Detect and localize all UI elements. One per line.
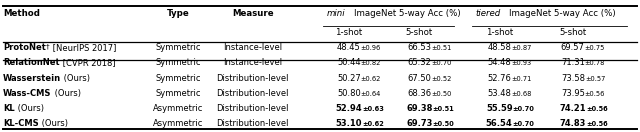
- Text: [CVPR 2018]: [CVPR 2018]: [60, 58, 115, 67]
- Text: 5-shot: 5-shot: [559, 28, 586, 37]
- Text: 1-shot: 1-shot: [486, 28, 513, 37]
- Text: 48.58: 48.58: [487, 43, 511, 52]
- Text: Instance-level: Instance-level: [223, 43, 282, 52]
- Text: 53.48: 53.48: [487, 89, 511, 98]
- Text: (Ours): (Ours): [39, 119, 68, 128]
- Text: †: †: [46, 43, 50, 49]
- Text: KL: KL: [3, 104, 15, 113]
- Text: Symmetric: Symmetric: [155, 58, 201, 67]
- Text: 73.58: 73.58: [561, 74, 585, 83]
- Text: Symmetric: Symmetric: [155, 89, 201, 98]
- Text: Wasserstein: Wasserstein: [3, 74, 61, 83]
- Text: 50.27: 50.27: [337, 74, 361, 83]
- Text: Measure: Measure: [232, 10, 274, 18]
- Text: ±0.51: ±0.51: [431, 45, 451, 51]
- Text: ±0.78: ±0.78: [585, 60, 605, 66]
- Text: ImageNet 5-way Acc (%): ImageNet 5-way Acc (%): [354, 10, 461, 18]
- Text: Instance-level: Instance-level: [223, 58, 282, 67]
- Text: ±0.50: ±0.50: [433, 121, 454, 127]
- Text: ±0.70: ±0.70: [431, 60, 451, 66]
- Text: KL-CMS: KL-CMS: [3, 119, 39, 128]
- Text: ±0.56: ±0.56: [585, 91, 605, 97]
- Text: 55.59: 55.59: [486, 104, 513, 113]
- Text: ±0.56: ±0.56: [586, 106, 608, 112]
- Text: 56.54: 56.54: [486, 119, 513, 128]
- Text: Asymmetric: Asymmetric: [153, 104, 203, 113]
- Text: ±0.63: ±0.63: [362, 106, 384, 112]
- Text: ±0.68: ±0.68: [511, 91, 531, 97]
- Text: ProtoNet: ProtoNet: [3, 43, 46, 52]
- Text: Wass-CMS: Wass-CMS: [3, 89, 52, 98]
- Text: tiered: tiered: [476, 10, 500, 18]
- Text: ±0.93: ±0.93: [511, 60, 531, 66]
- Text: ±0.87: ±0.87: [511, 45, 531, 51]
- Text: Distribution-level: Distribution-level: [216, 89, 289, 98]
- Text: ±0.96: ±0.96: [361, 45, 381, 51]
- Text: RelationNet: RelationNet: [3, 58, 60, 67]
- Text: 73.95: 73.95: [561, 89, 585, 98]
- Text: ImageNet 5-way Acc (%): ImageNet 5-way Acc (%): [509, 10, 616, 18]
- Text: ±0.62: ±0.62: [361, 76, 381, 82]
- Text: ±0.70: ±0.70: [513, 106, 534, 112]
- Text: (Ours): (Ours): [15, 104, 44, 113]
- Text: (Ours): (Ours): [52, 89, 81, 98]
- Text: 69.73: 69.73: [406, 119, 433, 128]
- Text: 74.21: 74.21: [559, 104, 586, 113]
- Text: 54.48: 54.48: [487, 58, 511, 67]
- Text: ±0.52: ±0.52: [431, 76, 451, 82]
- Text: 71.31: 71.31: [561, 58, 585, 67]
- Text: mini: mini: [326, 10, 345, 18]
- Text: ±0.51: ±0.51: [433, 106, 454, 112]
- Text: 53.10: 53.10: [335, 119, 362, 128]
- Text: 50.44: 50.44: [337, 58, 360, 67]
- Text: Distribution-level: Distribution-level: [216, 119, 289, 128]
- Text: Symmetric: Symmetric: [155, 43, 201, 52]
- Text: 5-shot: 5-shot: [406, 28, 433, 37]
- Text: 65.32: 65.32: [407, 58, 431, 67]
- Text: Distribution-level: Distribution-level: [216, 74, 289, 83]
- Text: [NeurIPS 2017]: [NeurIPS 2017]: [50, 43, 116, 52]
- Text: 50.80: 50.80: [337, 89, 361, 98]
- Text: ±0.62: ±0.62: [362, 121, 384, 127]
- Text: Symmetric: Symmetric: [155, 74, 201, 83]
- Text: ±0.56: ±0.56: [586, 121, 608, 127]
- Text: 66.53: 66.53: [407, 43, 431, 52]
- Text: Type: Type: [166, 10, 189, 18]
- Text: 74.83: 74.83: [559, 119, 586, 128]
- Text: 67.50: 67.50: [407, 74, 431, 83]
- Text: ±0.75: ±0.75: [585, 45, 605, 51]
- Text: 1-shot: 1-shot: [335, 28, 362, 37]
- Text: (Ours): (Ours): [61, 74, 90, 83]
- Text: ±0.57: ±0.57: [585, 76, 605, 82]
- Text: 48.45: 48.45: [337, 43, 361, 52]
- Text: 52.76: 52.76: [487, 74, 511, 83]
- Text: 69.57: 69.57: [561, 43, 585, 52]
- Text: ±0.71: ±0.71: [511, 76, 531, 82]
- Text: ±0.82: ±0.82: [360, 60, 381, 66]
- Text: ±0.70: ±0.70: [513, 121, 534, 127]
- Text: ±0.50: ±0.50: [431, 91, 452, 97]
- Text: 52.94: 52.94: [335, 104, 362, 113]
- Text: 69.38: 69.38: [406, 104, 433, 113]
- Text: ±0.64: ±0.64: [361, 91, 381, 97]
- Text: 68.36: 68.36: [407, 89, 431, 98]
- Text: Method: Method: [3, 10, 40, 18]
- Text: Asymmetric: Asymmetric: [153, 119, 203, 128]
- Text: Distribution-level: Distribution-level: [216, 104, 289, 113]
